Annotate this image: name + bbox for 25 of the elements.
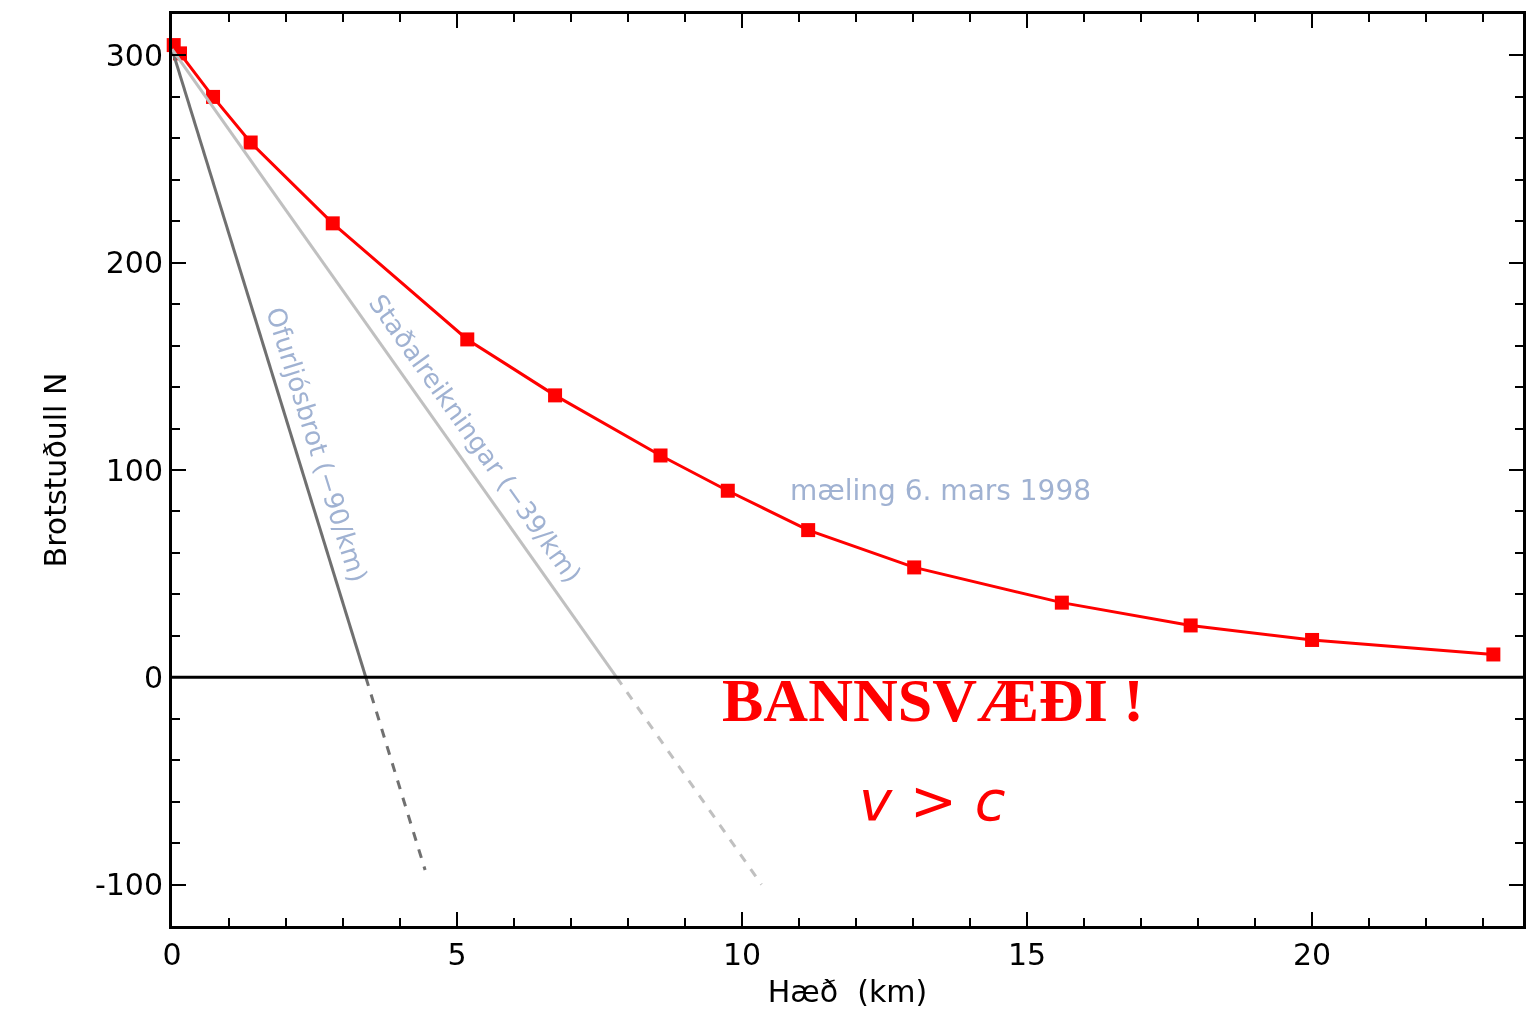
x-tick-label: 5	[447, 937, 467, 972]
y-tick-label: 100	[105, 452, 163, 488]
annotation: v > c	[859, 768, 1006, 833]
x-axis-title: Hæð (km)	[767, 973, 928, 1009]
y-tick-label: 200	[105, 245, 163, 281]
y-tick-label: 0	[143, 659, 163, 695]
point	[548, 388, 563, 403]
point	[720, 483, 735, 498]
point	[907, 560, 922, 575]
point	[325, 216, 340, 231]
annotation: BANNSVÆÐI !	[722, 666, 1144, 734]
point	[801, 523, 816, 538]
x-tick-label: 10	[722, 937, 762, 972]
y-axis-title: Brotstuðull N	[37, 372, 73, 568]
point	[1486, 647, 1501, 662]
y-tick-label: 300	[105, 37, 163, 73]
x-tick-label: 20	[1292, 937, 1332, 972]
annotation: mæling 6. mars 1998	[790, 474, 1092, 507]
x-tick-label: 15	[1007, 937, 1047, 972]
point	[1054, 595, 1069, 610]
point	[243, 135, 258, 150]
point	[1305, 632, 1320, 647]
point	[1183, 618, 1198, 633]
y-tick-label: -100	[94, 867, 163, 903]
point	[653, 448, 668, 463]
